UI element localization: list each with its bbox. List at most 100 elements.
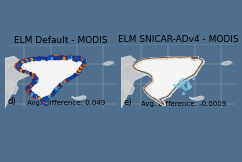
Point [31,58,35,60]
Point [143,89,147,92]
Point [74,57,78,59]
Point [157,100,161,103]
Point [139,59,143,62]
Point [171,89,175,91]
Point [146,92,150,95]
Polygon shape [5,57,19,68]
Point [168,91,172,94]
Point [168,56,172,59]
Point [50,93,53,95]
Point [75,57,78,60]
Point [150,57,154,59]
Point [197,58,201,60]
Polygon shape [121,64,148,108]
Point [143,88,147,91]
Point [177,56,181,58]
Point [19,62,23,64]
Point [186,76,190,79]
Point [148,81,152,84]
Point [147,82,151,85]
Point [188,75,192,78]
Point [71,57,75,60]
Point [144,85,148,87]
Point [161,102,165,105]
Point [32,75,36,77]
Point [191,57,195,60]
Point [82,60,86,63]
Point [56,86,60,88]
Point [161,56,165,59]
Point [190,56,194,58]
Point [143,86,147,89]
Point [33,80,37,83]
Point [33,75,37,78]
Point [200,58,204,61]
Point [30,83,34,86]
Point [200,60,204,63]
Point [196,57,199,60]
Point [26,88,30,90]
Point [19,69,23,72]
Point [158,101,162,104]
Point [189,74,193,77]
Point [170,90,174,93]
Point [146,93,150,95]
Point [58,84,62,86]
Point [149,81,153,83]
Point [74,58,78,61]
Point [200,60,204,63]
Point [145,84,149,87]
Point [194,57,198,59]
Point [177,82,181,85]
Point [44,100,48,103]
Point [133,67,137,69]
Point [191,58,195,60]
Point [193,57,197,59]
Point [183,87,187,90]
Point [27,86,30,89]
Point [158,100,162,103]
Point [188,85,192,87]
Point [17,63,21,66]
Point [197,65,201,67]
Point [78,67,82,69]
Point [58,83,62,85]
Point [149,75,153,77]
Point [61,56,65,59]
Point [175,84,179,87]
Point [164,57,168,59]
Point [75,71,79,74]
Polygon shape [221,61,232,65]
Point [181,91,185,94]
Point [148,82,151,84]
Point [146,83,150,86]
Point [149,57,153,59]
Point [170,90,174,92]
Point [80,64,84,67]
Point [159,98,162,101]
Point [184,78,188,80]
Point [42,98,46,101]
Point [57,84,60,87]
Text: d): d) [7,97,16,106]
Polygon shape [17,57,85,104]
Point [155,57,159,59]
Polygon shape [5,80,18,94]
Point [172,84,176,87]
Point [78,58,82,60]
Point [45,101,48,103]
Point [76,57,80,59]
Point [161,103,165,105]
Point [195,56,199,58]
Point [186,55,190,58]
Point [55,86,59,88]
Point [73,57,77,59]
Point [54,57,58,59]
Polygon shape [121,80,134,94]
Point [50,57,54,60]
Point [30,92,34,95]
Point [169,91,173,93]
Point [67,56,71,59]
Point [182,56,186,58]
Point [148,57,152,60]
